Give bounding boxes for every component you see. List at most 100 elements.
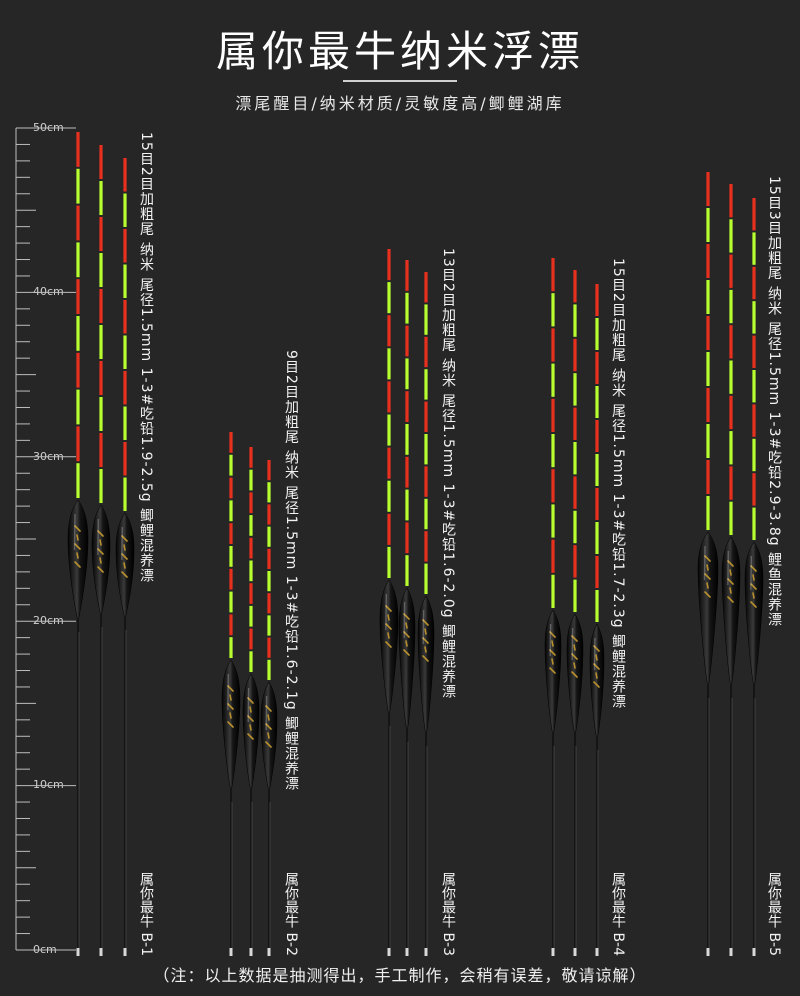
ruler-label-10: 10cm: [33, 778, 64, 791]
float-tail-segment: [267, 548, 271, 569]
float-tail-segment: [99, 433, 103, 467]
float-tail-segment: [424, 466, 428, 497]
float-gold-pattern: [593, 663, 600, 670]
float-tail-segment: [595, 318, 599, 350]
float-tail-segment: [551, 539, 555, 573]
float-tail-segment: [706, 244, 710, 278]
float-stem-tip: [752, 948, 756, 956]
float-gold-pattern: [229, 712, 232, 719]
float-gold-pattern: [385, 641, 392, 648]
float-body: [67, 499, 89, 623]
float-tail-segment: [387, 513, 391, 545]
float-gold-pattern: [422, 619, 429, 626]
float-tail-segment: [573, 510, 577, 544]
float-tail-segment: [267, 571, 271, 592]
float-tail-segment: [573, 270, 577, 303]
float-gold-pattern: [121, 571, 128, 578]
float-gold-pattern: [405, 622, 408, 629]
float-tail-segment: [405, 522, 409, 554]
float-tail-segment: [551, 363, 555, 397]
float-spec-b4: 15目2目加粗尾 纳米 尾径1.5mm 1-3#吃铅1.7-2.3g 鲫鲤混养漂: [610, 258, 626, 710]
float-tail-segment: [729, 184, 733, 218]
float-tail-segment: [595, 420, 599, 452]
float-tail-segment: [752, 404, 756, 437]
float-tail-segment: [76, 279, 80, 314]
float-gold-pattern: [573, 662, 576, 669]
float-gold-pattern: [549, 631, 556, 638]
float-tail-segment: [405, 260, 409, 291]
float-tail-segment: [267, 482, 271, 503]
float-gold-pattern: [573, 644, 576, 651]
float-gold-pattern: [97, 530, 104, 537]
float-gold-pattern: [704, 555, 711, 562]
float-tail-segment: [729, 289, 733, 324]
float-tail-segment: [706, 424, 710, 458]
float-stem-tip: [123, 948, 127, 956]
float-gold-pattern: [403, 613, 410, 620]
float-tail-segment: [424, 272, 428, 303]
float-body: [697, 531, 719, 689]
float-gold-pattern: [76, 552, 79, 559]
float-gold-pattern: [229, 694, 232, 701]
float-gold-pattern: [422, 637, 429, 644]
float-tail-segment: [123, 229, 127, 263]
float-body: [589, 623, 605, 741]
float-tail-segment: [752, 335, 756, 368]
float-tail-segment: [573, 579, 577, 612]
float-tail-segment: [595, 386, 599, 418]
float-tail-segment: [573, 407, 577, 440]
float-gold-pattern: [403, 631, 410, 638]
float-tail-segment: [229, 454, 233, 476]
float-tail-segment: [76, 389, 80, 425]
float-gold-pattern: [593, 681, 600, 688]
float-tail-segment: [729, 431, 733, 465]
float-gold-pattern: [123, 562, 126, 569]
float-gold-pattern: [247, 715, 254, 722]
float-gold-pattern: [706, 582, 709, 589]
float-tail-segment: [387, 480, 391, 512]
float-body: [398, 587, 416, 733]
float-gold-pattern: [387, 632, 390, 639]
float-tail-segment: [76, 132, 80, 167]
float-gold-pattern: [385, 623, 392, 630]
float-gold-pattern: [247, 697, 254, 704]
float-gold-pattern: [249, 724, 252, 731]
float-gold-pattern: [403, 649, 410, 656]
float-tail-segment: [706, 352, 710, 386]
float-gold-pattern: [727, 596, 734, 603]
float-tail-segment: [405, 489, 409, 521]
float-stem-tip: [405, 948, 409, 956]
float-tail-segment: [551, 434, 555, 468]
page-subtitle: 漂尾醒目/纳米材质/灵敏度高/鲫鲤湖库: [235, 94, 565, 113]
float-stem-tip: [595, 948, 599, 956]
float-tail-segment: [267, 504, 271, 525]
float-gold-pattern: [571, 635, 578, 642]
float-gold-pattern: [247, 733, 254, 740]
float-tail-segment: [249, 583, 253, 604]
float-tail-segment: [405, 358, 409, 390]
float-tail-segment: [229, 432, 233, 453]
float-tail-segment: [123, 406, 127, 440]
float-gold-pattern: [704, 573, 711, 580]
page-title: 属你最牛纳米浮漂: [215, 27, 584, 76]
float-tail-segment: [123, 335, 127, 369]
float-tail-segment: [249, 492, 253, 514]
float-gold-pattern: [551, 640, 554, 647]
float-gold-pattern: [227, 721, 234, 728]
float-tail-segment: [123, 442, 127, 476]
float-tail-segment: [573, 338, 577, 372]
float-tail-segment: [229, 568, 233, 590]
float-tail-segment: [551, 469, 555, 503]
float-model-b4: 属你最牛 B-4: [610, 872, 626, 957]
float-tail-segment: [405, 555, 409, 586]
float-tail-segment: [76, 242, 80, 278]
float-model-b1: 属你最牛 B-1: [138, 872, 154, 957]
float-tail-segment: [573, 304, 577, 337]
float-tail-segment: [706, 388, 710, 422]
float-tail-segment: [249, 560, 253, 582]
float-tail-segment: [729, 466, 733, 500]
float-gold-pattern: [227, 685, 234, 692]
float-tail-segment: [249, 515, 253, 536]
float-gold-pattern: [551, 658, 554, 665]
float-body: [242, 673, 260, 793]
